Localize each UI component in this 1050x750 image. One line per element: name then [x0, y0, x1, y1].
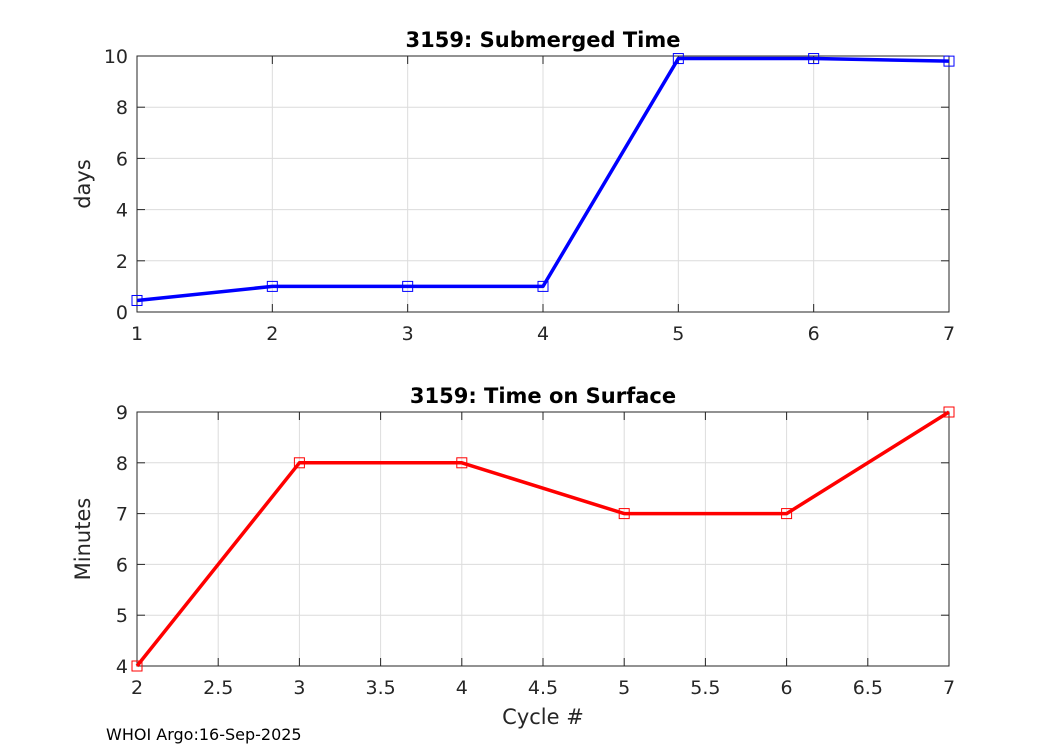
chart-title: 3159: Time on Surface	[410, 384, 676, 408]
data-point-marker	[131, 660, 143, 672]
y-tick-label: 4	[116, 656, 128, 678]
data-point-marker	[781, 508, 793, 520]
y-tick-label: 6	[116, 148, 128, 170]
submerged-time-chart: 1 2 3 4 5 6 7 0 2 4 6 8 10 3159: Submerged Time days	[71, 28, 955, 345]
x-tick-label: 7	[943, 323, 955, 345]
x-tick-label: 6	[808, 323, 820, 345]
x-tick-label: 3.5	[365, 677, 395, 699]
y-tick-label: 9	[116, 402, 128, 424]
y-tick-label: 10	[104, 46, 128, 68]
x-tick-label: 7	[943, 677, 955, 699]
y-tick-label: 8	[116, 453, 128, 475]
data-point-marker	[293, 457, 305, 469]
x-tick-label: 3	[402, 323, 414, 345]
x-tick-label: 2.5	[203, 677, 233, 699]
data-point-marker	[402, 280, 414, 292]
data-point-marker	[618, 508, 630, 520]
data-point-marker	[672, 53, 684, 65]
x-tick-label: 6	[781, 677, 793, 699]
data-point-marker	[537, 280, 549, 292]
x-tick-label: 1	[131, 323, 143, 345]
y-tick-label: 2	[116, 251, 128, 273]
x-tick-label: 4	[537, 323, 549, 345]
y-axis-label: Minutes	[71, 498, 95, 581]
y-tick-label: 4	[116, 200, 128, 222]
y-tick-label: 6	[116, 554, 128, 576]
x-tick-label: 5	[672, 323, 684, 345]
y-tick-label: 7	[116, 504, 128, 526]
series-line	[136, 56, 950, 303]
x-tick-label: 3	[293, 677, 305, 699]
x-axis-label: Cycle #	[502, 705, 584, 729]
x-tick-label: 4.5	[528, 677, 558, 699]
data-point-marker	[943, 406, 955, 418]
series-line	[135, 410, 950, 668]
credit-label: WHOI Argo:16-Sep-2025	[106, 725, 302, 744]
x-tick-label: 4	[456, 677, 468, 699]
data-point-marker	[266, 280, 278, 292]
y-axis-label: days	[71, 159, 95, 209]
y-tick-label: 0	[116, 302, 128, 324]
x-tick-label: 2	[131, 677, 143, 699]
data-point-marker	[943, 55, 955, 67]
data-point-marker	[456, 457, 468, 469]
surface-time-chart: 2 2.5 3 3.5 4 4.5 5 5.5 6 6.5 7 4 5 6 7 8 9 3159: Time on…	[71, 384, 955, 729]
x-tick-label: 2	[266, 323, 278, 345]
x-tick-label: 5	[618, 677, 630, 699]
data-point-marker	[131, 294, 143, 306]
chart-title: 3159: Submerged Time	[405, 28, 680, 52]
x-tick-label: 6.5	[853, 677, 883, 699]
x-tick-label: 5.5	[690, 677, 720, 699]
data-point-marker	[808, 53, 820, 65]
y-tick-label: 5	[116, 605, 128, 627]
y-tick-label: 8	[116, 97, 128, 119]
